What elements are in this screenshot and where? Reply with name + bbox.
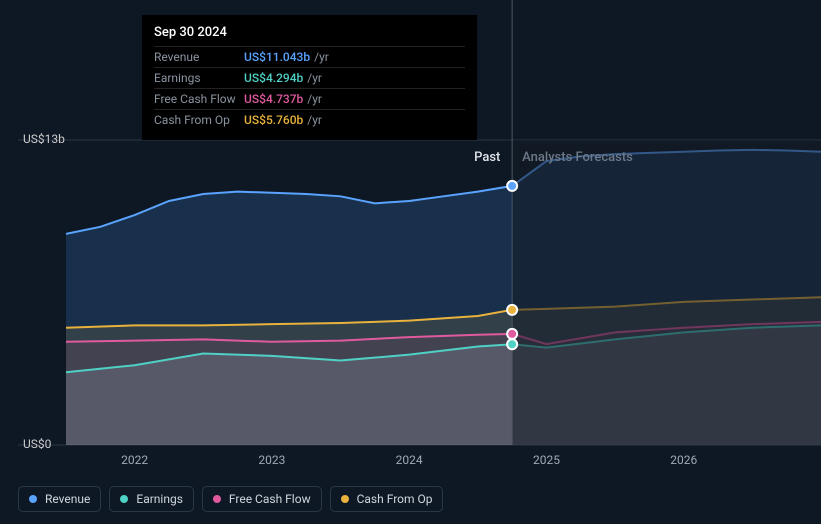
tooltip-row-value: US$4.294b (244, 71, 303, 85)
y-axis-label: US$0 (23, 437, 51, 451)
chart-tooltip: Sep 30 2024 RevenueUS$11.043b /yrEarning… (142, 15, 477, 140)
legend-dot-icon (213, 495, 221, 503)
legend-item-cash-from-op[interactable]: Cash From Op (330, 486, 444, 512)
tooltip-row: RevenueUS$11.043b /yr (154, 46, 465, 67)
tooltip-row-unit: /yr (314, 50, 329, 64)
tooltip-date: Sep 30 2024 (154, 25, 465, 40)
tooltip-row-unit: /yr (307, 71, 322, 85)
legend-item-earnings[interactable]: Earnings (109, 486, 194, 512)
x-axis-label: 2025 (533, 453, 560, 467)
chart-legend: Revenue Earnings Free Cash Flow Cash From O… (18, 486, 443, 512)
past-section-label: Past (474, 150, 500, 165)
x-axis-label: 2026 (670, 453, 697, 467)
tooltip-row-value: US$4.737b (244, 92, 303, 106)
y-axis-label: US$13b (23, 132, 65, 146)
legend-dot-icon (120, 495, 128, 503)
x-axis-label: 2022 (121, 453, 148, 467)
tooltip-row-unit: /yr (307, 113, 322, 127)
tooltip-row: Free Cash FlowUS$4.737b /yr (154, 88, 465, 109)
legend-item-free-cash-flow[interactable]: Free Cash Flow (202, 486, 322, 512)
legend-item-revenue[interactable]: Revenue (18, 486, 101, 512)
x-axis-label: 2023 (258, 453, 285, 467)
tooltip-row-label: Free Cash Flow (154, 92, 244, 106)
tooltip-row-label: Earnings (154, 71, 244, 85)
tooltip-row-label: Cash From Op (154, 113, 244, 127)
legend-label: Earnings (136, 492, 183, 506)
tooltip-row: Cash From OpUS$5.760b /yr (154, 109, 465, 130)
legend-label: Revenue (45, 492, 90, 506)
tooltip-row-label: Revenue (154, 50, 244, 64)
legend-dot-icon (29, 495, 37, 503)
x-axis-label: 2024 (396, 453, 423, 467)
forecast-section-label: Analysts Forecasts (522, 150, 633, 165)
legend-label: Cash From Op (357, 492, 433, 506)
tooltip-row: EarningsUS$4.294b /yr (154, 67, 465, 88)
tooltip-row-value: US$5.760b (244, 113, 303, 127)
tooltip-row-unit: /yr (307, 92, 322, 106)
tooltip-row-value: US$11.043b (244, 50, 310, 64)
legend-label: Free Cash Flow (229, 492, 311, 506)
legend-dot-icon (341, 495, 349, 503)
